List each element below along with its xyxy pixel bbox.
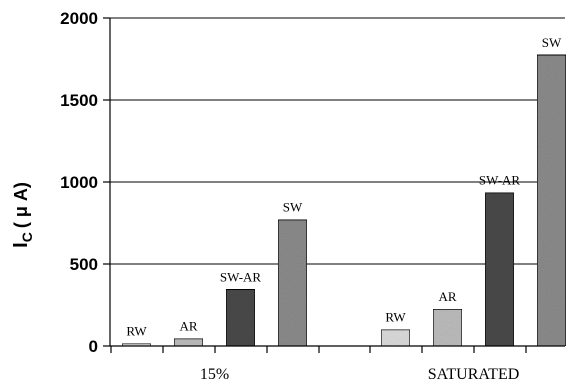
bar-label: SW-AR xyxy=(479,173,521,188)
bar-15-ar xyxy=(173,338,204,347)
bar-label: AR xyxy=(438,289,456,304)
bar-label: RW xyxy=(126,324,147,339)
y-axis-label-unit: ( μ A) xyxy=(11,182,31,228)
y-tick-label: 1000 xyxy=(60,173,98,192)
bar-label: SW-AR xyxy=(220,269,262,284)
bar-saturated-ar xyxy=(432,308,463,347)
bar-label: SW xyxy=(542,35,562,50)
labels: 0 500 1000 1500 2000 RW AR SW-AR SW 15% RW AR SW-AR S… xyxy=(60,9,562,383)
bar-label: RW xyxy=(385,310,406,325)
bar-label: SW xyxy=(283,200,303,215)
bar-15-sw-ar xyxy=(225,288,256,347)
y-tick-label: 1500 xyxy=(60,91,98,110)
bar-15-rw xyxy=(121,342,152,347)
y-axis-label-sub: C xyxy=(19,232,35,242)
y-tick-label: 0 xyxy=(89,337,98,356)
group-label: SATURATED xyxy=(428,366,520,383)
bar-15-sw xyxy=(277,219,308,347)
y-tick-label: 2000 xyxy=(60,9,98,28)
y-tick-label: 500 xyxy=(70,255,98,274)
bar-saturated-sw xyxy=(536,54,567,347)
bar-saturated-sw-ar xyxy=(484,192,515,347)
group-label: 15% xyxy=(200,366,229,383)
bar-saturated-rw xyxy=(380,329,411,347)
bars xyxy=(121,54,567,347)
y-axis-label-main: I xyxy=(10,242,32,248)
bar-label: AR xyxy=(179,319,197,334)
y-axis-label: IC ( μ A) xyxy=(10,182,35,248)
